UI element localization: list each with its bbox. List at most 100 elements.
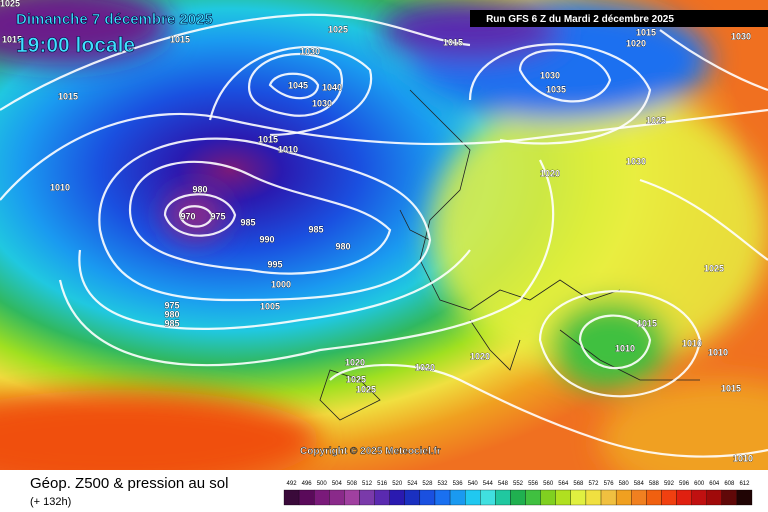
legend-label: 520: [392, 481, 403, 487]
legend-label: 548: [498, 481, 509, 487]
legend-swatch: [314, 489, 330, 506]
isobar-label: 1015: [258, 134, 278, 144]
legend-label: 540: [468, 481, 479, 487]
map-date: Dimanche 7 décembre 2025: [16, 11, 213, 28]
isobar-label: 975: [164, 300, 179, 310]
legend-swatch: [646, 489, 662, 506]
legend-swatch: [706, 489, 722, 506]
isobar-label: 1020: [540, 168, 560, 178]
legend-swatch: [736, 489, 753, 506]
legend-label: 568: [573, 481, 584, 487]
legend-label: 508: [347, 481, 358, 487]
isobar-label: 1020: [415, 362, 435, 372]
isobar-label: 1030: [300, 46, 320, 56]
colorbar: 492 496 500 504 508 512 516 520 524 528 532 536 540 5…: [283, 481, 753, 506]
legend-swatch: [344, 489, 360, 506]
legend-label: 492: [287, 481, 298, 487]
lead-time: (+ 132h): [30, 496, 71, 508]
legend-swatch: [510, 489, 526, 506]
legend-label: 608: [724, 481, 735, 487]
legend-swatch: [374, 489, 390, 506]
legend-label: 560: [543, 481, 554, 487]
map: [0, 0, 768, 500]
isobar-label: 1010: [50, 182, 70, 192]
isobar-label: 1025: [704, 263, 724, 273]
legend-swatch: [570, 489, 587, 506]
legend-swatch: [434, 489, 451, 506]
run-info: Run GFS 6 Z du Mardi 2 décembre 2025: [486, 14, 674, 25]
legend-label: 504: [332, 481, 343, 487]
isobar-label: 1005: [260, 301, 280, 311]
legend-label: 536: [453, 481, 464, 487]
isobar-labels: 1015101510101030104510301040101510109809…: [0, 0, 753, 464]
copyright: Copyright © 2025 Meteociel.fr: [300, 446, 441, 457]
isobar-label: 1010: [682, 338, 702, 348]
legend-label: 576: [604, 481, 615, 487]
isobar-label: 1000: [271, 279, 291, 289]
isobar-label: 1025: [646, 115, 666, 125]
legend-swatch: [631, 489, 647, 506]
isobar-label: 1025: [328, 24, 348, 34]
legend-swatch: [525, 489, 541, 506]
legend-swatch: [495, 489, 511, 506]
isobar-label: 1015: [721, 383, 741, 393]
isobar-label: 980: [335, 241, 350, 251]
legend-swatch: [329, 489, 345, 506]
map-time: 19:00 locale: [16, 34, 135, 57]
legend-swatch: [389, 489, 405, 506]
legend-swatch: [465, 489, 481, 506]
isobar-label: 995: [267, 259, 282, 269]
legend-swatch: [419, 489, 436, 506]
legend-swatch: [480, 489, 496, 506]
legend-swatch: [676, 489, 692, 506]
legend-swatch: [555, 489, 571, 506]
legend-label: 596: [679, 481, 690, 487]
legend-label: 592: [664, 481, 675, 487]
isobar-label: 1030: [731, 31, 751, 41]
legend-swatch: [585, 489, 602, 506]
isobar-label: 1015: [170, 34, 190, 44]
legend-label: 564: [558, 481, 569, 487]
legend-label: 556: [528, 481, 539, 487]
legend-swatch: [359, 489, 375, 506]
legend-swatch: [540, 489, 556, 506]
isobar-label: 990: [259, 234, 274, 244]
isobar-label: 985: [240, 217, 255, 227]
legend-label: 584: [634, 481, 645, 487]
run-banner: [470, 10, 768, 27]
legend-label: 512: [362, 481, 373, 487]
legend-label: 552: [513, 481, 524, 487]
isobar-label: 1025: [356, 384, 376, 394]
isobar-label: 1015: [443, 37, 463, 47]
isobar-label: 1020: [470, 351, 490, 361]
legend-label: 516: [377, 481, 388, 487]
legend-label: 500: [317, 481, 328, 487]
isobar-label: 1010: [278, 144, 298, 154]
legend-label: 588: [649, 481, 660, 487]
legend-label: 580: [619, 481, 630, 487]
isobar-label: 1015: [637, 318, 657, 328]
isobar-label: 980: [164, 309, 179, 319]
isobar-label: 1015: [58, 91, 78, 101]
legend-label: 496: [302, 481, 313, 487]
isobar-label: 1010: [708, 347, 728, 357]
isobar-label: 970: [180, 211, 195, 221]
isobar-label: 1020: [345, 357, 365, 367]
isobar-label: 1010: [733, 453, 753, 463]
isobar-label: 1030: [540, 70, 560, 80]
legend-label: 604: [709, 481, 720, 487]
isobar-label: 1040: [322, 82, 342, 92]
isobar-label: 1025: [0, 0, 20, 8]
legend-label: 544: [483, 481, 494, 487]
legend-label: 528: [422, 481, 433, 487]
legend-swatch: [600, 489, 617, 506]
legend-label: 524: [407, 481, 418, 487]
legend-label: 612: [739, 481, 750, 487]
legend-swatch: [283, 489, 300, 506]
isobar-label: 1030: [626, 156, 646, 166]
legend-swatch: [404, 489, 421, 506]
isobar-label: 1010: [615, 343, 635, 353]
legend-label: 532: [438, 481, 449, 487]
isobar-label: 1030: [312, 98, 332, 108]
